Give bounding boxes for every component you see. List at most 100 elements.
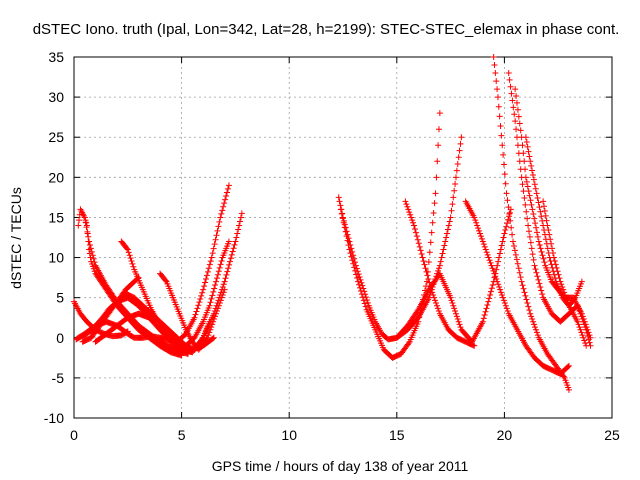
data-point (520, 188, 527, 195)
data-point (195, 302, 202, 309)
data-point (497, 246, 504, 253)
data-point (536, 280, 543, 287)
data-point (499, 294, 506, 301)
data-point (209, 321, 216, 328)
data-point (480, 241, 487, 248)
data-point (580, 316, 587, 323)
data-point (527, 197, 534, 204)
data-point (484, 251, 491, 258)
data-point (426, 249, 433, 256)
data-point (493, 78, 500, 85)
data-point (582, 321, 589, 328)
data-point (502, 227, 509, 234)
data-point (490, 54, 497, 60)
data-point (403, 201, 410, 208)
data-point (417, 247, 424, 254)
data-point (576, 324, 583, 331)
data-point (483, 305, 490, 312)
data-point (542, 212, 549, 219)
data-point (456, 147, 463, 154)
data-point (448, 207, 455, 214)
data-point (335, 194, 342, 201)
data-point (549, 245, 556, 252)
data-point (515, 265, 522, 272)
data-point (551, 257, 558, 264)
data-point (535, 276, 542, 283)
data-point (488, 285, 495, 292)
data-point (452, 308, 459, 315)
data-point (496, 283, 503, 290)
data-point (210, 334, 217, 341)
data-point (529, 251, 536, 258)
data-point (224, 189, 231, 196)
data-point (578, 278, 585, 285)
data-point (495, 103, 502, 110)
data-point (582, 340, 589, 347)
data-point (506, 76, 513, 83)
data-point (234, 230, 241, 237)
data-point (480, 315, 487, 322)
data-point (223, 271, 230, 278)
data-point (226, 261, 233, 268)
plot-border (73, 56, 613, 419)
data-series (157, 270, 228, 353)
data-point (454, 160, 461, 167)
data-point (541, 259, 548, 266)
x-axis-label: GPS time / hours of day 138 of year 2011 (212, 458, 469, 474)
data-point (208, 254, 215, 261)
data-series (490, 54, 572, 393)
data-point (421, 261, 428, 268)
data-point (565, 363, 572, 370)
data-point (500, 234, 507, 241)
data-point (539, 291, 546, 298)
data-point (534, 332, 541, 339)
data-point (513, 256, 520, 263)
data-point (553, 264, 560, 271)
data-point (220, 203, 227, 210)
data-point (340, 219, 347, 226)
data-point (451, 187, 458, 194)
data-point (449, 201, 456, 208)
data-point (450, 302, 457, 309)
data-point (586, 332, 593, 339)
data-point (75, 222, 82, 229)
data-point (422, 265, 429, 272)
data-point (532, 266, 539, 273)
data-point (501, 230, 508, 237)
data-point (533, 229, 540, 236)
y-axis-label: dSTEC / TECUs (8, 187, 24, 289)
data-point (207, 258, 214, 265)
data-point (225, 182, 232, 189)
data-point (212, 236, 219, 243)
data-point (540, 198, 547, 205)
data-point (208, 295, 215, 302)
data-point (527, 310, 534, 317)
data-point (84, 230, 91, 237)
data-point (337, 206, 344, 213)
data-point (436, 262, 443, 269)
data-point (499, 238, 506, 245)
data-point (359, 294, 366, 301)
data-point (210, 288, 217, 295)
x-tick-label: 25 (604, 427, 620, 443)
data-point (346, 246, 353, 253)
data-point (448, 297, 455, 304)
data-point (232, 238, 239, 245)
data-point (435, 126, 442, 133)
data-point (526, 192, 533, 199)
data-point (520, 150, 527, 157)
data-point (202, 279, 209, 286)
data-point (574, 318, 581, 325)
data-point (540, 203, 547, 210)
data-point (571, 295, 578, 302)
data-point (579, 332, 586, 339)
data-point (473, 219, 480, 226)
data-point (528, 201, 535, 208)
data-point (577, 326, 584, 333)
data-point (530, 318, 537, 325)
data-point (487, 288, 494, 295)
data-point (218, 257, 225, 264)
data-point (443, 234, 450, 241)
data-point (81, 214, 88, 221)
data-point (413, 233, 420, 240)
